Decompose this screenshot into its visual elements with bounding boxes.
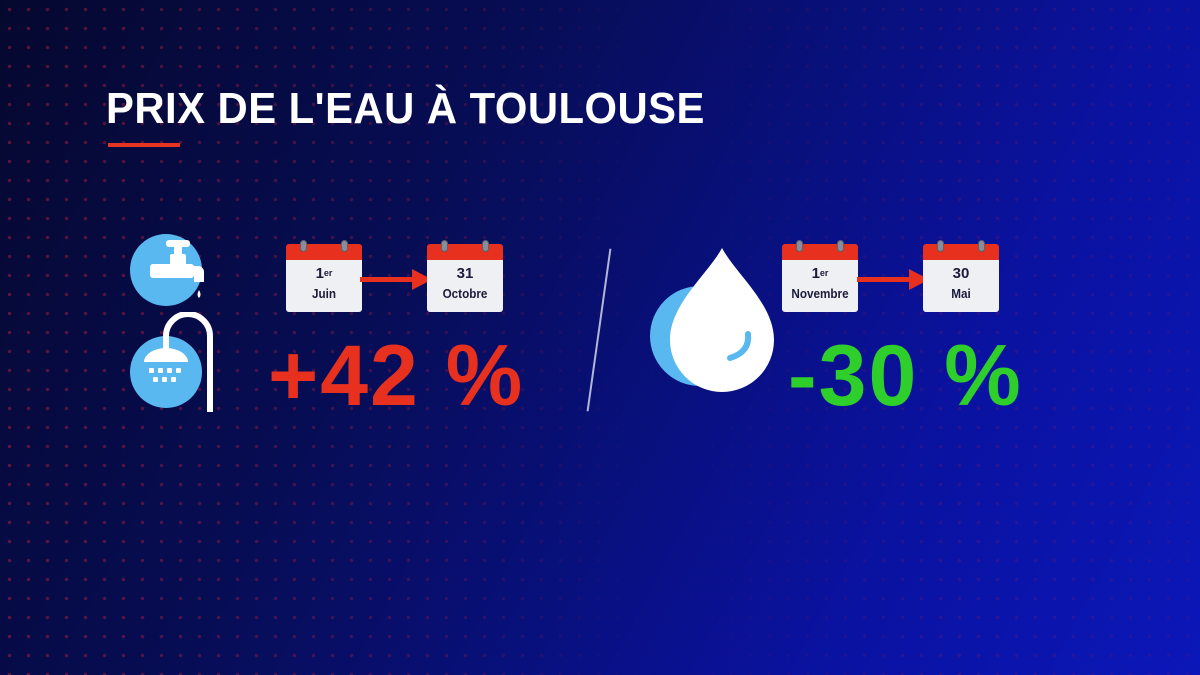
water-drop-icon [648,244,778,392]
price-decrease-value: -30 % [788,328,1023,424]
title-underline [108,143,180,147]
end-day: 31 [456,265,474,282]
start-month: Juin [311,286,337,301]
faucet-icon [130,234,216,306]
start-day: 1 [315,265,324,282]
start-day: 1 [811,265,820,282]
shower-icon [130,311,216,412]
arrow-right-icon [360,268,434,297]
calendar-start-summer: 1er Juin [286,240,362,312]
end-month: Octobre [442,286,488,301]
end-month: Mai [951,286,971,301]
arrow-right-icon [857,268,931,297]
end-day: 30 [952,265,970,282]
start-day-suffix: er [819,268,829,278]
calendar-end-summer: 31 Octobre [427,240,503,312]
start-day-suffix: er [323,268,333,278]
price-increase-value: +42 % [268,328,525,424]
calendar-start-winter: 1er Novembre [782,240,858,312]
start-month: Novembre [791,286,849,301]
page-title: PRIX DE L'EAU À TOULOUSE [106,84,705,133]
calendar-end-winter: 30 Mai [923,240,999,312]
